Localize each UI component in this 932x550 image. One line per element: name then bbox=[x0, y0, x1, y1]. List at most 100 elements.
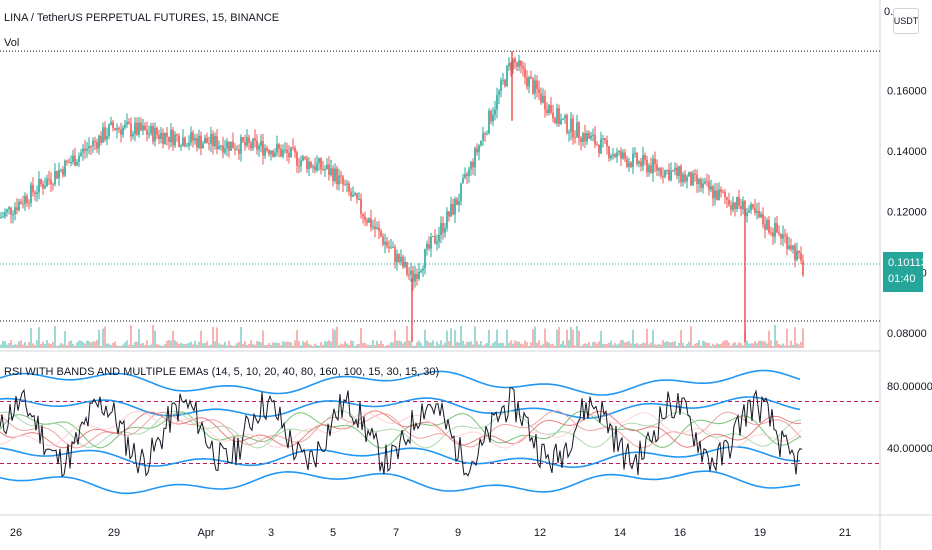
candle-body bbox=[230, 141, 232, 151]
volume-bar bbox=[790, 340, 792, 348]
candle-body bbox=[308, 161, 310, 170]
volume-bar bbox=[732, 343, 734, 348]
volume-bar bbox=[750, 343, 752, 348]
candle-body bbox=[212, 134, 214, 147]
candle-body bbox=[430, 236, 432, 249]
volume-bar bbox=[328, 340, 330, 348]
candle-body bbox=[644, 155, 646, 160]
volume-bar bbox=[202, 343, 204, 348]
candle-body bbox=[580, 138, 582, 143]
volume-bar bbox=[444, 342, 446, 348]
volume-bar bbox=[418, 340, 420, 348]
candle-body bbox=[50, 179, 52, 184]
candle-body bbox=[624, 152, 626, 159]
volume-bar bbox=[194, 340, 196, 348]
volume-bar bbox=[70, 340, 72, 348]
volume-bar bbox=[240, 327, 242, 348]
candle-body bbox=[604, 138, 606, 141]
rsi-tick-label: 40.00000 bbox=[887, 443, 932, 455]
candle-body bbox=[250, 142, 252, 149]
candle-body bbox=[700, 179, 702, 188]
candle-body bbox=[388, 246, 390, 248]
volume-bar bbox=[538, 340, 540, 348]
candle-body bbox=[348, 183, 350, 192]
volume-bar bbox=[72, 343, 74, 348]
candle-body bbox=[714, 190, 716, 199]
candle-body bbox=[632, 153, 634, 168]
candle-body bbox=[134, 122, 136, 135]
volume-bar bbox=[488, 330, 490, 348]
volume-bar bbox=[246, 344, 248, 348]
candle-body bbox=[268, 150, 270, 155]
candle-body bbox=[116, 128, 118, 131]
candle-body bbox=[592, 134, 594, 136]
candle-body bbox=[500, 80, 502, 92]
volume-bar bbox=[658, 343, 660, 348]
volume-bar bbox=[282, 341, 284, 348]
volume-bar bbox=[746, 340, 748, 348]
volume-bar bbox=[320, 342, 322, 348]
currency-button[interactable]: USDT bbox=[893, 8, 919, 34]
rsi-ema-line bbox=[0, 410, 802, 449]
volume-bar bbox=[166, 340, 168, 348]
candle-body bbox=[274, 152, 276, 157]
volume-bar bbox=[324, 341, 326, 348]
candle-body bbox=[768, 219, 770, 233]
candle-body bbox=[160, 133, 162, 139]
volume-bar bbox=[522, 344, 524, 348]
candle-body bbox=[120, 129, 122, 135]
volume-bar bbox=[780, 344, 782, 348]
volume-bar bbox=[12, 344, 14, 348]
candle-body bbox=[438, 234, 440, 242]
candle-body bbox=[64, 160, 66, 176]
candle-body bbox=[286, 149, 288, 153]
candle-body bbox=[698, 179, 700, 185]
volume-bar bbox=[332, 328, 334, 348]
volume-bar bbox=[20, 340, 22, 348]
candle-body bbox=[480, 140, 482, 146]
candle-body bbox=[358, 199, 360, 201]
candle-body bbox=[66, 160, 68, 163]
candle-body bbox=[708, 181, 710, 190]
volume-bar bbox=[526, 342, 528, 348]
candle-body bbox=[186, 145, 188, 147]
candle-body bbox=[526, 77, 528, 87]
candle-body bbox=[406, 262, 408, 275]
candle-body bbox=[42, 184, 44, 189]
candle-body bbox=[676, 167, 678, 176]
candle-body bbox=[404, 262, 406, 267]
volume-bar bbox=[0, 344, 2, 348]
volume-bar bbox=[208, 345, 210, 348]
volume-bar bbox=[98, 329, 100, 348]
candle-body bbox=[484, 133, 486, 135]
candle-body bbox=[734, 202, 736, 209]
volume-bar bbox=[158, 344, 160, 348]
rsi-band-line bbox=[0, 470, 801, 495]
volume-bar bbox=[580, 345, 582, 348]
candle-body bbox=[576, 122, 578, 138]
volume-bar bbox=[284, 342, 286, 348]
volume-bar bbox=[68, 341, 70, 348]
volume-bar bbox=[398, 340, 400, 348]
candle-body bbox=[622, 152, 624, 159]
volume-bar bbox=[630, 343, 632, 348]
candle-body bbox=[512, 58, 514, 70]
candle-body bbox=[690, 172, 692, 186]
candle-body bbox=[544, 95, 546, 110]
volume-bar bbox=[390, 342, 392, 348]
candle-body bbox=[46, 178, 48, 187]
volume-bar bbox=[62, 344, 64, 348]
candle-body bbox=[382, 236, 384, 245]
candle-body bbox=[670, 170, 672, 181]
candle-body bbox=[248, 137, 250, 143]
volume-bar bbox=[124, 342, 126, 348]
candle-body bbox=[158, 134, 160, 139]
volume-bar bbox=[560, 343, 562, 348]
volume-bar bbox=[258, 341, 260, 348]
candle-body bbox=[148, 133, 150, 135]
volume-bar bbox=[500, 342, 502, 348]
volume-bar bbox=[112, 342, 114, 348]
candle-body bbox=[642, 155, 644, 167]
time-tick-label: 3 bbox=[268, 527, 274, 539]
